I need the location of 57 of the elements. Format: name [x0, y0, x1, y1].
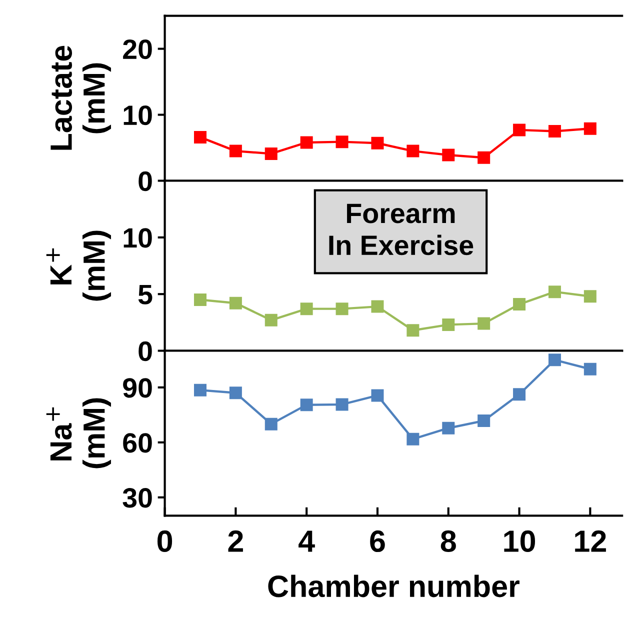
point [584, 290, 596, 303]
point [300, 136, 313, 149]
x-tick-label: 12 [575, 530, 606, 552]
x-tick-label: 6 [370, 530, 385, 552]
point [406, 144, 420, 158]
point [229, 296, 242, 310]
point [194, 294, 206, 306]
y-tick-label: 0 [138, 341, 152, 362]
point [548, 286, 561, 298]
y-tick-label: 0 [138, 171, 152, 192]
y-tick-label: 30 [122, 488, 152, 508]
y-tick-label: 10 [124, 228, 152, 248]
point [300, 302, 313, 316]
point [513, 124, 526, 136]
y-axis-title: K$^{+}$ (mM) [46, 230, 111, 301]
point [584, 122, 596, 135]
point [548, 125, 561, 138]
point [513, 298, 526, 311]
point [264, 418, 278, 430]
y-axis-title: Na$^{+}$ (mM) [46, 398, 111, 468]
x-tick-label: 0 [158, 530, 172, 552]
point [229, 144, 242, 158]
x-tick-label: 8 [440, 530, 456, 552]
annotation: Forearm In Exercise [329, 204, 474, 256]
point [478, 414, 490, 428]
x-tick-label: 10 [504, 530, 536, 552]
point [442, 422, 455, 434]
point [194, 384, 206, 396]
point [264, 314, 278, 326]
point [406, 324, 420, 337]
point [406, 432, 420, 446]
point [548, 354, 561, 366]
point [336, 136, 348, 148]
point [584, 362, 596, 376]
point [300, 398, 313, 412]
point [336, 398, 348, 411]
y-tick-label: 5 [138, 285, 152, 304]
x-axis-title: Chamber number [268, 574, 520, 598]
y-axis-title: Lactate (mM) [50, 46, 111, 150]
y-tick-label: 10 [124, 105, 152, 126]
point [194, 130, 206, 144]
point [336, 302, 348, 316]
point [229, 386, 242, 400]
x-tick-label: 4 [298, 530, 315, 552]
point [478, 151, 490, 164]
point [371, 136, 384, 150]
point [442, 318, 455, 331]
point [513, 388, 526, 401]
point [442, 148, 455, 162]
point [478, 317, 490, 330]
point [371, 300, 384, 313]
y-tick-label: 20 [123, 39, 152, 60]
point [371, 389, 384, 402]
point [264, 147, 278, 160]
x-tick-label: 2 [228, 530, 243, 552]
y-tick-label: 60 [123, 433, 152, 453]
y-tick-label: 90 [123, 378, 152, 398]
